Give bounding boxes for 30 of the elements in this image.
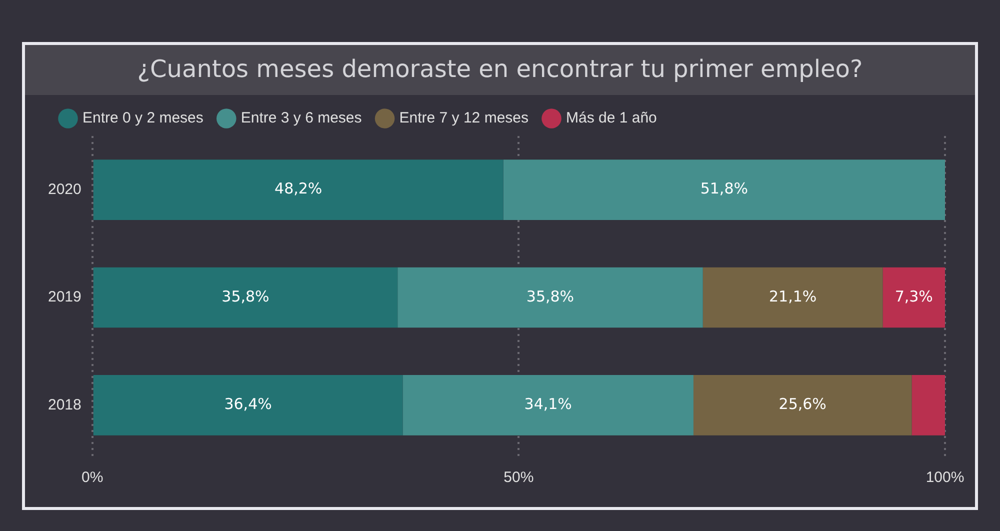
bar	[93, 160, 504, 220]
legend-label: Entre 7 y 12 meses	[399, 110, 529, 127]
bar	[912, 375, 945, 436]
bar	[93, 267, 398, 328]
y-tick-label: 2018	[48, 396, 82, 414]
chart-title: ¿Cuantos meses demoraste en encontrar tu primer empleo?	[25, 45, 975, 95]
y-tick-label: 2020	[48, 180, 82, 198]
data-label: 48,2%	[274, 180, 322, 198]
legend-label: Entre 3 y 6 meses	[240, 110, 362, 127]
x-tick-label: 0%	[82, 469, 104, 486]
data-label: 7,3%	[894, 287, 933, 306]
x-tick-label: 50%	[504, 469, 534, 486]
bar	[93, 375, 403, 436]
x-tick-label: 100%	[926, 469, 964, 486]
bar	[882, 267, 945, 328]
data-label: 35,8%	[222, 287, 270, 306]
bar	[503, 160, 945, 220]
bar	[693, 375, 912, 436]
data-label: 21,1%	[768, 287, 817, 306]
bar	[398, 267, 703, 328]
legend-label: Entre 0 y 2 meses	[82, 110, 204, 127]
bar	[702, 267, 883, 328]
data-label: 35,8%	[526, 287, 574, 306]
legend-label: Más de 1 año	[566, 110, 657, 127]
data-label: 34,1%	[524, 395, 572, 414]
data-label: 36,4%	[224, 395, 272, 414]
data-label: 51,8%	[700, 180, 748, 198]
bar	[402, 375, 694, 436]
data-label: 25,6%	[778, 395, 826, 414]
y-tick-label: 2019	[48, 288, 82, 306]
